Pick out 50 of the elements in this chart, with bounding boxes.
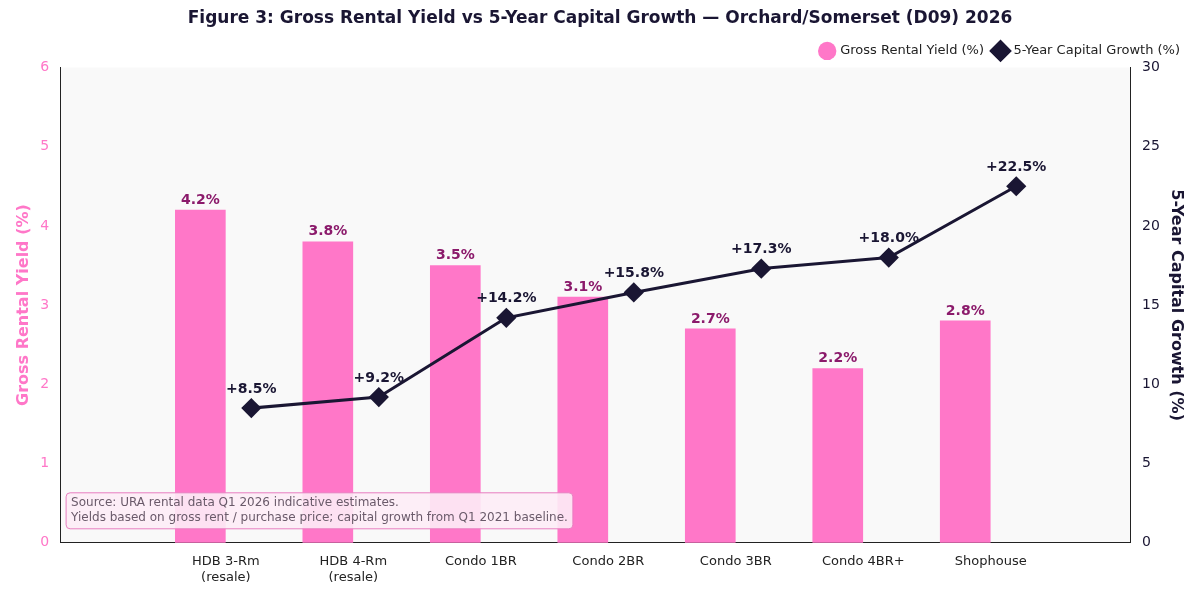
y-tick-label: 0 [40,533,50,550]
x-tick-label: Condo 4BR+ [821,552,905,568]
data-label: +15.8% [603,264,664,281]
y-tick-label: 1 [40,454,50,471]
y-tick-label: 2 [40,374,50,391]
annotation: Source: URA rental data Q1 2026 indicative estimates. Yields based on gross rent / purchase price; capital growth from Q1 2021 baseline. [70,494,568,524]
y2-tick-label: 20 [1141,216,1160,233]
x-tick-label: Condo 2BR [572,552,645,568]
y2-axis-title: 5-Year Capital Growth (%) [1168,189,1188,421]
data-label: +17.3% [731,240,792,257]
point [496,308,516,328]
legend-label: 5-Year Capital Growth (%) [1013,42,1181,58]
data-label: +18.0% [858,229,919,246]
data-label: 3.1% [563,277,603,294]
x-tick-label: HDB 3-Rm (resale) [192,552,260,584]
y-tick-label: 5 [40,137,50,154]
y2-tick-label: 0 [1141,533,1151,550]
data-label: +8.5% [226,379,277,396]
point [624,282,644,302]
data-label: 3.5% [435,246,475,263]
x-tick-label: Shophouse [954,552,1027,568]
bar [812,368,864,543]
y2-tick-label: 15 [1141,295,1160,312]
point [879,248,899,268]
point [751,259,771,279]
y2-tick-label: 25 [1141,137,1160,154]
point [1006,176,1026,196]
data-label: 2.8% [945,301,985,318]
data-label: 3.8% [308,222,348,239]
point [241,398,261,418]
data-label: 2.7% [690,309,730,326]
data-label: 2.2% [818,349,858,366]
point [369,387,389,407]
x-tick-label: Condo 3BR [699,552,772,568]
chart-title: Figure 3: Gross Rental Yield vs 5-Year Capital Growth — Orchard/Somerset (D09) 2026 [187,6,1013,27]
legend-label: Gross Rental Yield (%) [840,42,985,58]
data-label: +22.5% [986,157,1047,174]
y2-tick-label: 5 [1141,454,1151,471]
x-tick-label: Condo 1BR [444,552,517,568]
y-axis-title: Gross Rental Yield (%) [12,204,32,406]
y-tick-label: 3 [40,295,50,312]
y2-tick-label: 30 [1141,58,1160,75]
y-tick-label: 4 [40,216,50,233]
x-tick-label: HDB 4-Rm (resale) [319,552,388,584]
data-label: 4.2% [180,190,220,207]
bar [939,320,991,543]
y-tick-label: 6 [40,58,50,75]
bar [684,328,736,543]
y2-tick-label: 10 [1141,374,1160,391]
data-label: +9.2% [353,368,405,385]
